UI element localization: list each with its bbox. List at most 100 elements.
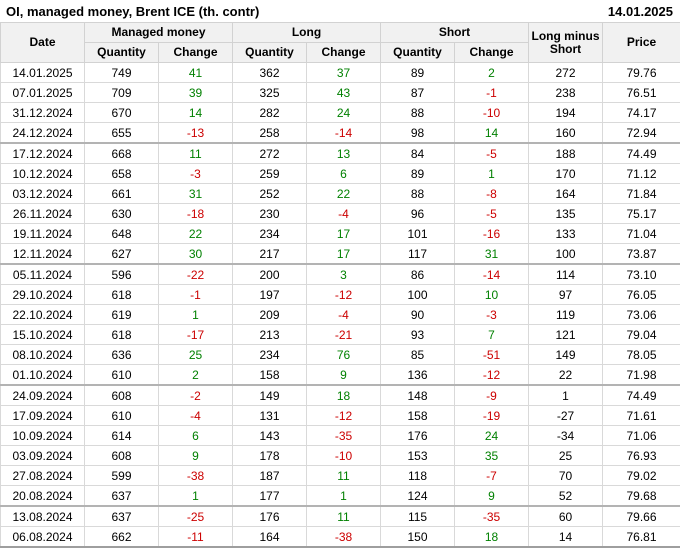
cell-long-quantity: 178 <box>232 445 307 466</box>
cell-date: 29.10.2024 <box>0 284 85 305</box>
col-header-price: Price <box>602 22 680 63</box>
table-row: 29.10.2024 618 -1 197 -12 100 10 97 76.05 <box>0 284 680 305</box>
cell-managed-money-change: 30 <box>158 243 233 265</box>
table-row: 24.09.2024 608 -2 149 18 148 -9 1 74.49 <box>0 384 680 406</box>
cell-managed-money-quantity: 610 <box>84 405 159 426</box>
cell-short-change: -16 <box>454 223 530 244</box>
cell-long-quantity: 143 <box>232 425 307 446</box>
cell-price: 79.04 <box>602 324 680 345</box>
cell-long-minus-short: 149 <box>528 344 604 365</box>
cell-short-quantity: 88 <box>380 183 456 204</box>
cell-long-minus-short: 119 <box>528 304 604 325</box>
cell-date: 14.01.2025 <box>0 62 85 83</box>
cell-managed-money-quantity: 668 <box>84 142 159 164</box>
cell-long-minus-short: 133 <box>528 223 604 244</box>
cell-long-minus-short: 170 <box>528 163 604 184</box>
cell-long-quantity: 230 <box>232 203 307 224</box>
cell-price: 73.87 <box>602 243 680 265</box>
cell-long-quantity: 197 <box>232 284 307 305</box>
cell-short-change: -14 <box>454 263 530 285</box>
cell-long-change: -4 <box>305 304 382 325</box>
cell-long-quantity: 362 <box>232 62 307 83</box>
cell-price: 79.68 <box>602 485 680 507</box>
cell-managed-money-change: -25 <box>158 505 233 527</box>
cell-long-minus-short: 100 <box>528 243 604 265</box>
cell-long-quantity: 259 <box>232 163 307 184</box>
cell-long-minus-short: 272 <box>528 62 604 83</box>
table-row: 31.12.2024 670 14 282 24 88 -10 194 74.17 <box>0 102 680 123</box>
cell-short-change: -12 <box>454 364 530 386</box>
cell-managed-money-quantity: 610 <box>84 364 159 386</box>
cell-long-change: 43 <box>305 82 382 103</box>
table-row: 27.08.2024 599 -38 187 11 118 -7 70 79.02 <box>0 465 680 486</box>
cell-managed-money-change: -38 <box>158 465 233 486</box>
cell-date: 20.08.2024 <box>0 485 85 507</box>
cell-date: 05.11.2024 <box>0 263 85 285</box>
cell-short-quantity: 84 <box>380 142 456 164</box>
cell-long-quantity: 149 <box>232 384 307 406</box>
cell-long-change: 3 <box>305 263 382 285</box>
cell-short-quantity: 87 <box>380 82 456 103</box>
table-row: 20.08.2024 637 1 177 1 124 9 52 79.68 <box>0 485 680 507</box>
cell-price: 74.49 <box>602 142 680 164</box>
cell-short-quantity: 176 <box>380 425 456 446</box>
cell-managed-money-quantity: 661 <box>84 183 159 204</box>
cell-long-change: -12 <box>305 405 382 426</box>
cell-long-minus-short: 52 <box>528 485 604 507</box>
subheader-long-change: Change <box>305 42 382 63</box>
cell-long-quantity: 200 <box>232 263 307 285</box>
cell-managed-money-quantity: 618 <box>84 324 159 345</box>
cell-managed-money-change: 31 <box>158 183 233 204</box>
cell-price: 71.61 <box>602 405 680 426</box>
table-row: 08.10.2024 636 25 234 76 85 -51 149 78.05 <box>0 344 680 365</box>
cell-managed-money-quantity: 596 <box>84 263 159 285</box>
oi-table: Date Managed money Long Short Long minus… <box>0 22 680 548</box>
cell-price: 71.84 <box>602 183 680 204</box>
page-title: OI, managed money, Brent ICE (th. contr) <box>6 3 260 19</box>
cell-short-quantity: 136 <box>380 364 456 386</box>
cell-short-quantity: 117 <box>380 243 456 265</box>
cell-managed-money-change: -13 <box>158 122 233 144</box>
col-header-long-minus-short: Long minus Short <box>528 22 604 63</box>
cell-managed-money-quantity: 627 <box>84 243 159 265</box>
cell-date: 24.09.2024 <box>0 384 85 406</box>
cell-long-quantity: 258 <box>232 122 307 144</box>
cell-long-quantity: 131 <box>232 405 307 426</box>
cell-short-change: 2 <box>454 62 530 83</box>
cell-long-change: 11 <box>305 505 382 527</box>
table-row: 22.10.2024 619 1 209 -4 90 -3 119 73.06 <box>0 304 680 325</box>
table-row: 17.12.2024 668 11 272 13 84 -5 188 74.49 <box>0 142 680 164</box>
cell-long-minus-short: 188 <box>528 142 604 164</box>
cell-managed-money-change: 2 <box>158 364 233 386</box>
cell-managed-money-change: 11 <box>158 142 233 164</box>
cell-long-change: -14 <box>305 122 382 144</box>
cell-managed-money-quantity: 670 <box>84 102 159 123</box>
table-row: 14.01.2025 749 41 362 37 89 2 272 79.76 <box>0 62 680 83</box>
table-header: Date Managed money Long Short Long minus… <box>0 22 680 63</box>
cell-long-minus-short: -27 <box>528 405 604 426</box>
cell-price: 79.66 <box>602 505 680 527</box>
cell-short-quantity: 96 <box>380 203 456 224</box>
cell-short-change: -7 <box>454 465 530 486</box>
cell-long-minus-short: -34 <box>528 425 604 446</box>
cell-managed-money-quantity: 630 <box>84 203 159 224</box>
cell-short-change: 35 <box>454 445 530 466</box>
cell-long-minus-short: 194 <box>528 102 604 123</box>
cell-short-change: 7 <box>454 324 530 345</box>
cell-short-change: -3 <box>454 304 530 325</box>
cell-managed-money-quantity: 658 <box>84 163 159 184</box>
cell-long-change: 76 <box>305 344 382 365</box>
cell-short-quantity: 158 <box>380 405 456 426</box>
cell-managed-money-change: -4 <box>158 405 233 426</box>
cell-managed-money-change: 25 <box>158 344 233 365</box>
cell-date: 26.11.2024 <box>0 203 85 224</box>
table-row: 24.12.2024 655 -13 258 -14 98 14 160 72.94 <box>0 122 680 144</box>
cell-short-change: -51 <box>454 344 530 365</box>
cell-long-change: 1 <box>305 485 382 507</box>
cell-price: 74.17 <box>602 102 680 123</box>
cell-short-change: 18 <box>454 526 530 548</box>
cell-long-quantity: 177 <box>232 485 307 507</box>
cell-long-minus-short: 135 <box>528 203 604 224</box>
cell-date: 08.10.2024 <box>0 344 85 365</box>
cell-date: 06.08.2024 <box>0 526 85 548</box>
